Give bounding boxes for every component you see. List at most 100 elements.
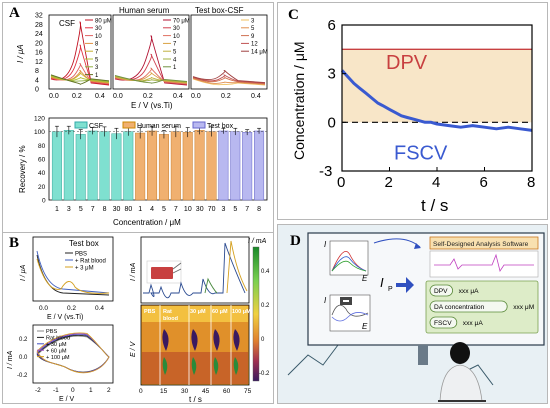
b2-ylabel: I / mA xyxy=(7,350,14,369)
recovery-bar xyxy=(99,131,110,201)
y-tick-label: -3 xyxy=(319,163,332,180)
b2-cv-curve xyxy=(36,332,110,374)
panel-b-letter: B xyxy=(9,235,20,251)
recovery-bar xyxy=(218,130,229,201)
heat-blob xyxy=(191,329,198,351)
person-body xyxy=(439,364,483,402)
arrow-head-icon xyxy=(414,243,421,249)
b1-xtick-label: 0.4 xyxy=(95,305,104,312)
device-body xyxy=(151,267,173,279)
legend-label: 1 xyxy=(95,73,99,79)
x-tick-label: 2 xyxy=(385,174,393,191)
person-head xyxy=(450,342,470,364)
b2-xtick-label: 0 xyxy=(71,387,75,394)
recovery-bar xyxy=(170,131,181,201)
panel-d: Self-Designed Analysis Software I I P I … xyxy=(277,224,548,404)
b3-tick-labels: 0 15 30 45 60 75 xyxy=(139,388,252,395)
title-serum: Human serum xyxy=(119,6,170,15)
result-value: xxx μA xyxy=(459,288,480,295)
recovery-ytick-label: 40 xyxy=(38,170,46,177)
colorbar xyxy=(252,246,260,382)
recovery-ylabel: Recovery / % xyxy=(18,145,27,193)
recovery-xtick-label: 3 xyxy=(67,206,71,213)
plot-frame-box xyxy=(190,14,268,90)
top-xtick-label: 0.4 xyxy=(95,93,105,100)
top-ylabel: I / μA xyxy=(16,44,25,63)
heat-blob-green xyxy=(213,357,219,375)
legend-label: 12 xyxy=(251,42,258,48)
recovery-ytick-label: 20 xyxy=(38,184,46,191)
legend-label: 30 xyxy=(173,26,180,32)
y-tick-label: 3 xyxy=(328,66,336,83)
b1-title: Test box xyxy=(69,239,99,248)
dpv-curve xyxy=(114,35,188,86)
recovery-xtick-label: 8 xyxy=(103,206,107,213)
segment-label: 60 μM xyxy=(212,309,228,315)
colorbar-tick-1: 0.4 xyxy=(261,269,270,275)
recovery-bar xyxy=(194,130,205,201)
x-tick-label: 0 xyxy=(337,174,345,191)
b2-curves xyxy=(36,332,110,374)
mini-fscv-i-label: I xyxy=(324,296,327,305)
b3-heatmap xyxy=(142,305,248,385)
segment-label: 30 μM xyxy=(190,309,206,315)
heat-blob-green xyxy=(191,357,197,375)
recovery-xtick-label: 7 xyxy=(91,206,95,213)
b1-xtick-label: 0.0 xyxy=(39,305,48,312)
recovery-bar xyxy=(182,132,193,201)
minus-icon-bar xyxy=(343,300,349,302)
b3-xtick-label: 45 xyxy=(202,388,210,395)
b3-xtick-label: 0 xyxy=(139,388,143,395)
device-wire-2 xyxy=(172,268,182,274)
dpv-curve xyxy=(50,44,110,85)
panel-c: 0 2 4 6 8 -3 0 3 6 t / s Concentration / μM DPV FSCV… xyxy=(277,2,548,220)
top-ytick-label: 4 xyxy=(35,77,39,84)
colorbar-tick-4: -0.2 xyxy=(259,371,270,377)
monitor-stand xyxy=(418,345,428,365)
top-ytick-label: 20 xyxy=(35,40,43,47)
recovery-xtick-label: 7 xyxy=(245,206,249,213)
panel-d-figure: Self-Designed Analysis Software I I P I … xyxy=(278,225,547,403)
dpv-label: DPV xyxy=(386,52,428,74)
top-ytick-label: 12 xyxy=(35,59,43,66)
segment-label: blood xyxy=(163,316,178,322)
result-label: DA concentration xyxy=(434,304,485,311)
top-xtick-label: 0.0 xyxy=(191,93,201,100)
legend-label: 3 xyxy=(251,18,255,24)
legend-label: 5 xyxy=(251,26,255,32)
panel-d-letter: D xyxy=(290,233,301,249)
legend-label: 5 xyxy=(173,50,177,56)
top-tick-labels: 0 4 8 12 16 20 24 28 32 0.0 0.2 0.4 0.0 0.2 0.4 0.0 0.2 0… xyxy=(35,13,261,101)
y-axis-label: Concentration / μM xyxy=(291,41,307,160)
title-box: Test box-CSF xyxy=(195,6,244,15)
recovery-xtick-label: 1 xyxy=(55,206,59,213)
result-label: DPV xyxy=(434,288,448,295)
b1-ylabel: I / μA xyxy=(20,264,27,281)
wall-crack-1 xyxy=(287,344,339,376)
top-xtick-label: 0.0 xyxy=(113,93,123,100)
dpv-curve xyxy=(192,74,266,84)
b3-xtick-label: 60 xyxy=(223,388,231,395)
mini-dpv-curve-3 xyxy=(331,260,367,272)
panel-b-figure: Test box PBS+ Rat blood+ 3 μM I / μA 0.0… xyxy=(7,236,270,404)
fscv-line xyxy=(340,69,533,132)
dpv-curve xyxy=(192,70,266,84)
mini-dpv-i-label: I xyxy=(324,240,327,249)
person-illustration xyxy=(438,342,486,402)
mini-dpv-e-label: E xyxy=(362,274,368,283)
software-title-bar xyxy=(429,236,539,250)
top-ytick-label: 8 xyxy=(35,68,39,75)
mini-fscv-curve xyxy=(331,304,369,317)
result-label: FSCV xyxy=(434,320,452,327)
top-xtick-label: 0.0 xyxy=(49,93,59,100)
b2-legend-label: + 30 μM xyxy=(46,342,67,348)
b1-xtick-label: 0.2 xyxy=(67,305,76,312)
top-ytick-label: 16 xyxy=(35,50,43,57)
legend-label: 3 xyxy=(95,65,99,71)
recovery-bar xyxy=(75,134,86,201)
top-ytick-label: 28 xyxy=(35,22,43,29)
legend-label: 8 xyxy=(95,42,99,48)
